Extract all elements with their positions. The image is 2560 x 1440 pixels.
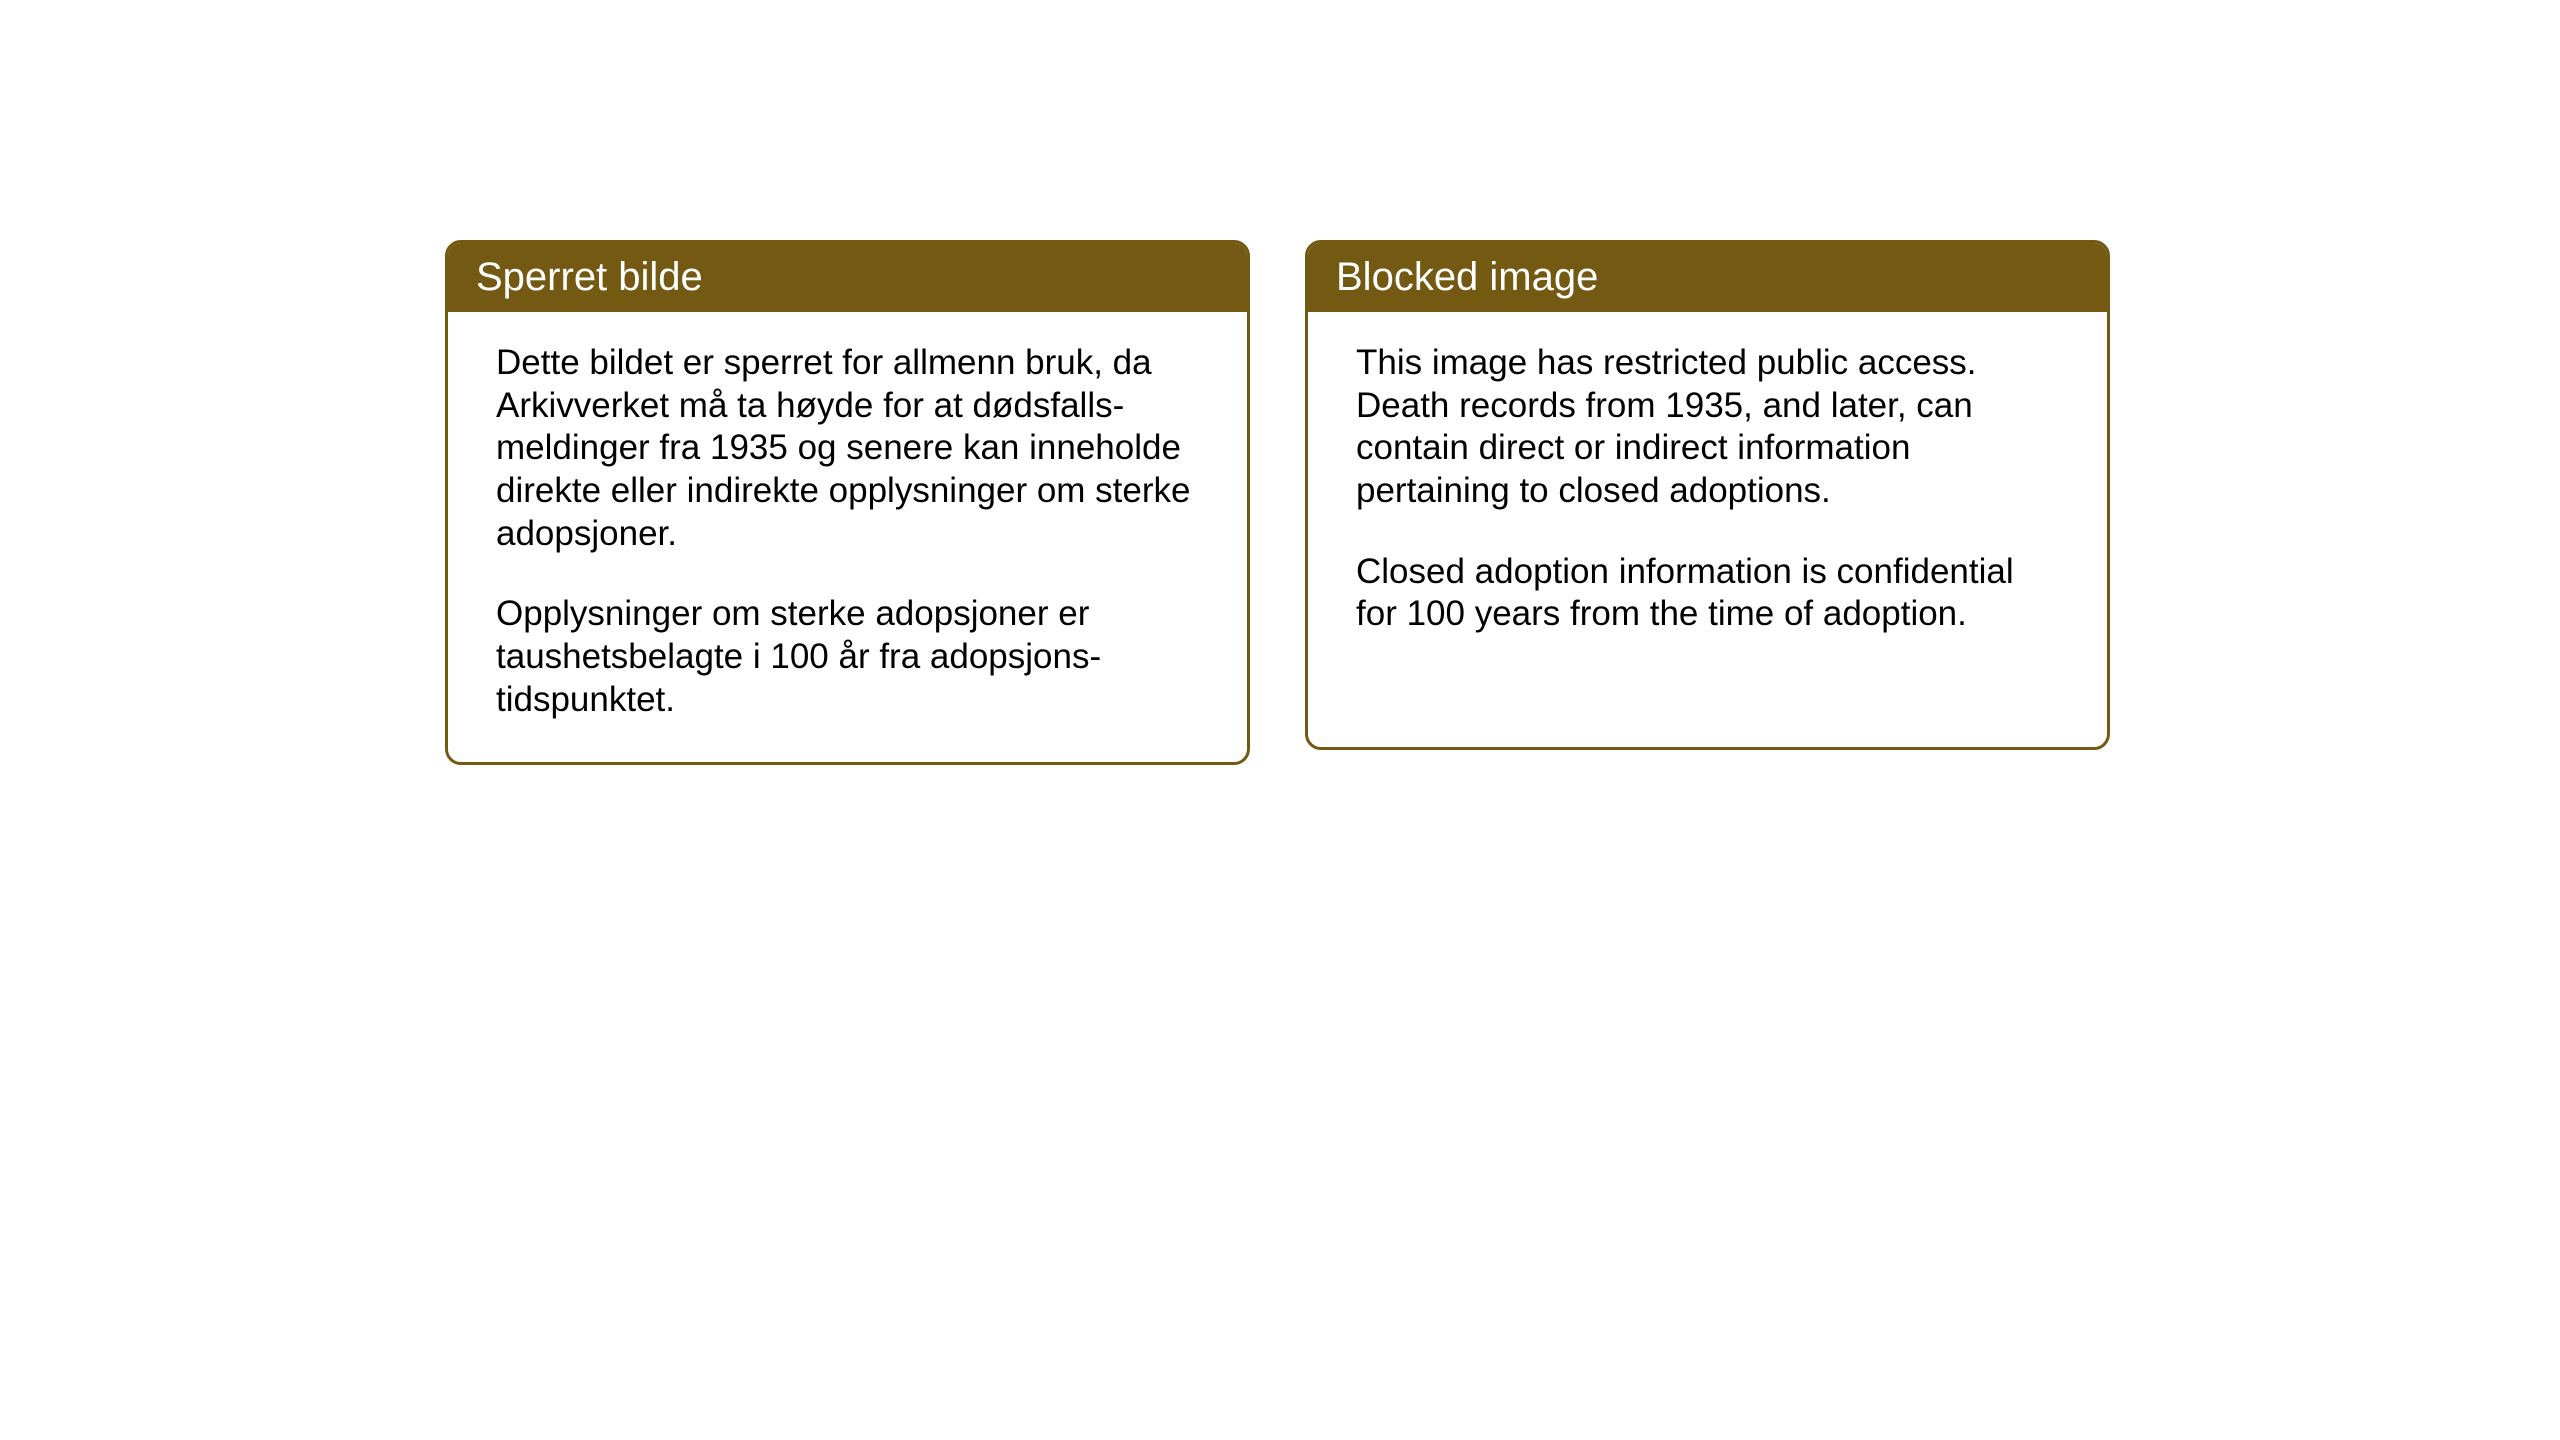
english-paragraph-1: This image has restricted public access.…: [1356, 342, 2059, 513]
norwegian-paragraph-1: Dette bildet er sperret for allmenn bruk…: [496, 342, 1199, 555]
english-card-title: Blocked image: [1308, 243, 2107, 312]
norwegian-card-body: Dette bildet er sperret for allmenn bruk…: [448, 312, 1247, 762]
norwegian-paragraph-2: Opplysninger om sterke adopsjoner er tau…: [496, 593, 1199, 721]
norwegian-card-title: Sperret bilde: [448, 243, 1247, 312]
english-card: Blocked image This image has restricted …: [1305, 240, 2110, 750]
norwegian-card: Sperret bilde Dette bildet er sperret fo…: [445, 240, 1250, 765]
english-card-body: This image has restricted public access.…: [1308, 312, 2107, 676]
cards-container: Sperret bilde Dette bildet er sperret fo…: [445, 240, 2110, 765]
english-paragraph-2: Closed adoption information is confident…: [1356, 551, 2059, 636]
